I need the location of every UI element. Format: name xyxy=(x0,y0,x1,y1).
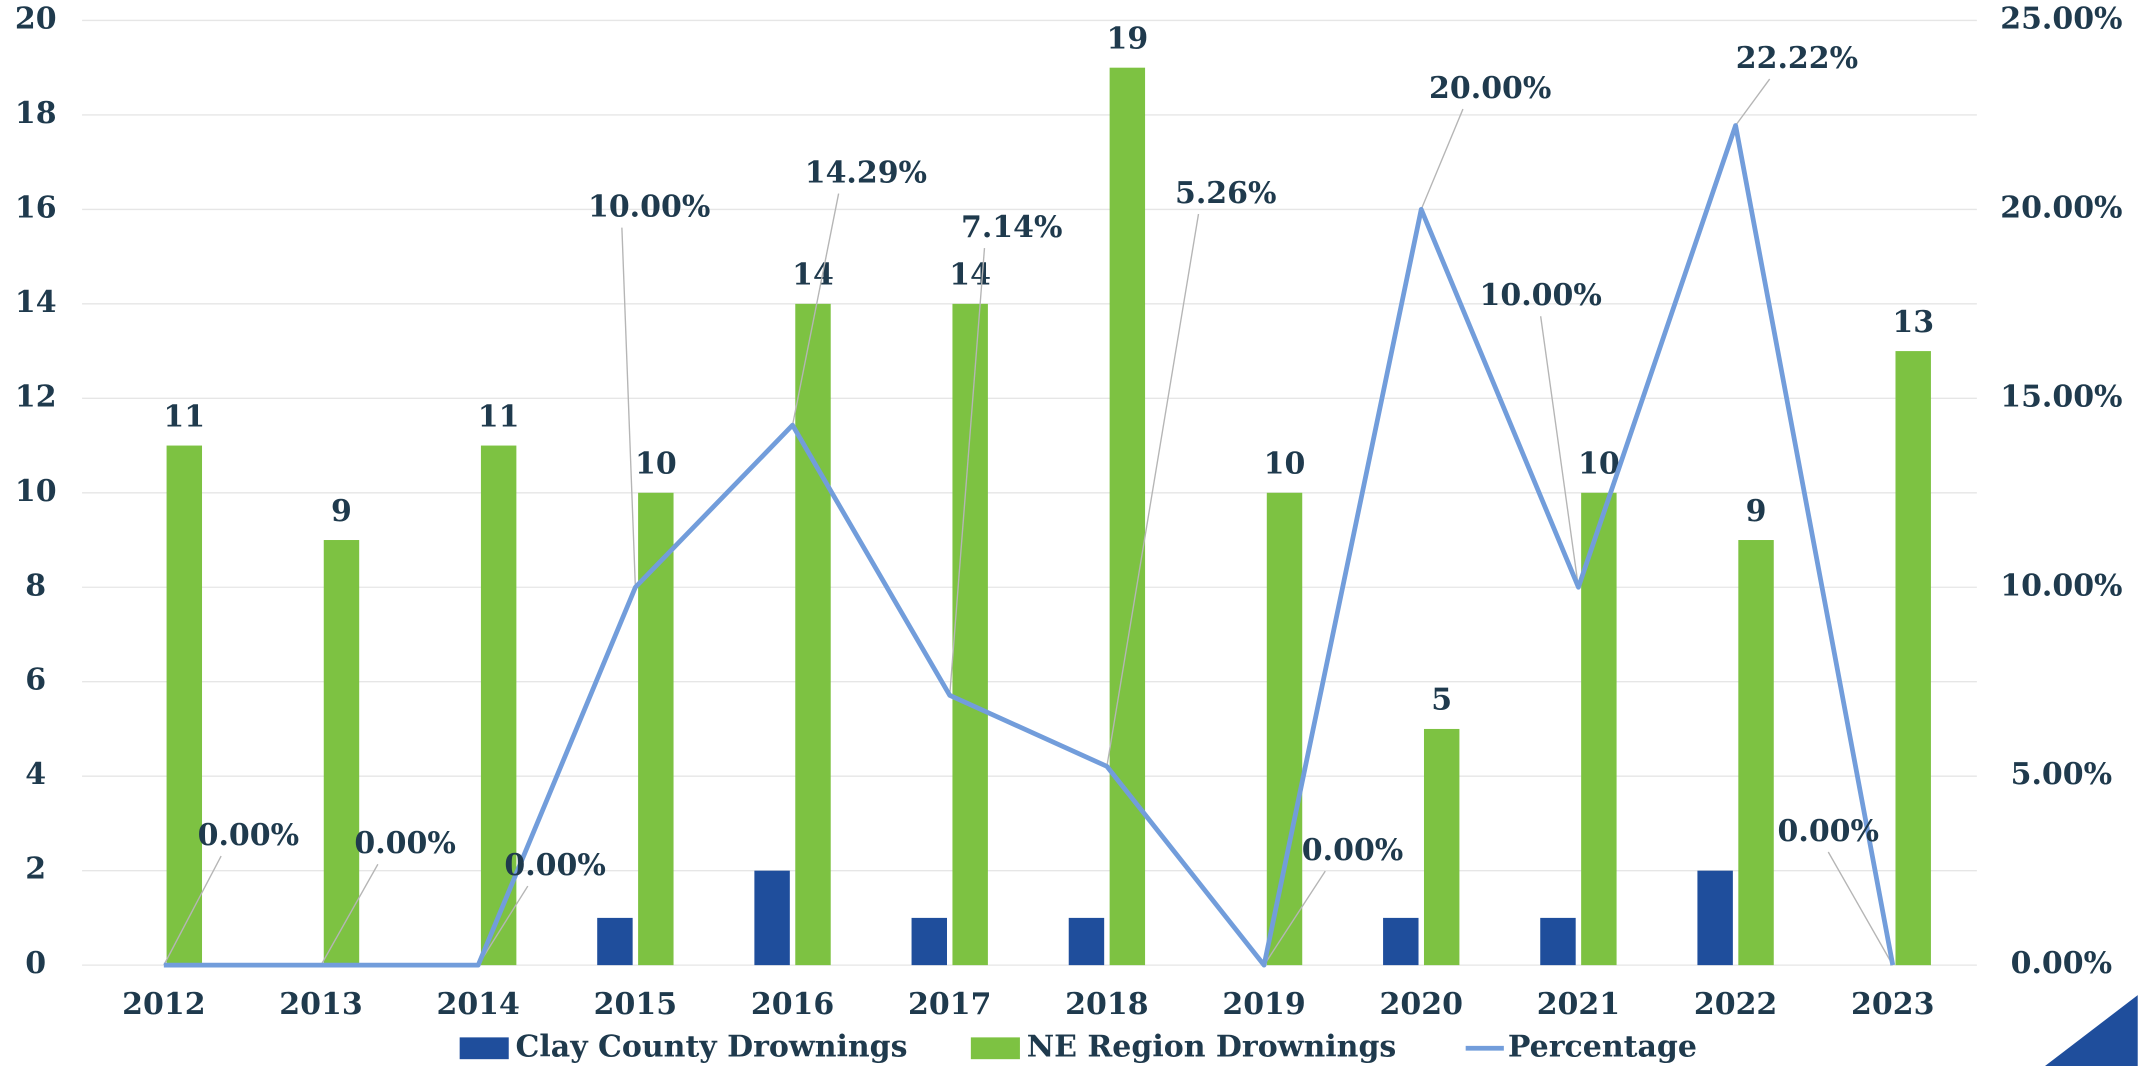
x-tick-label: 2012 xyxy=(122,987,205,1022)
bar xyxy=(597,917,633,966)
bar xyxy=(754,870,790,966)
x-tick-label: 2023 xyxy=(1851,987,1934,1022)
leader-line xyxy=(1263,870,1326,966)
bar xyxy=(1540,917,1576,966)
y-tick-label: 4 xyxy=(25,757,46,792)
x-tick-label: 2022 xyxy=(1694,987,1777,1022)
y2-tick-label: 20.00% xyxy=(2000,190,2122,225)
bar xyxy=(911,917,947,966)
y-tick-label: 6 xyxy=(25,663,46,698)
leader-line xyxy=(1827,851,1894,966)
bar xyxy=(1109,67,1146,966)
line xyxy=(163,123,1896,968)
y2-tick-label: 0.00% xyxy=(2011,946,2112,981)
bar xyxy=(1581,492,1617,966)
bar-value-label: 5 xyxy=(1431,683,1452,718)
x-tick-label: 2015 xyxy=(594,987,677,1022)
bar-value-label: 10 xyxy=(635,447,677,482)
line-value-label: 22.22% xyxy=(1736,41,1858,76)
y-tick-label: 0 xyxy=(25,946,46,981)
x-tick-label: 2014 xyxy=(436,987,519,1022)
line-value-label: 5.26% xyxy=(1175,176,1276,211)
leader-line xyxy=(163,855,222,966)
leader-line xyxy=(1106,213,1200,767)
x-tick-label: 2018 xyxy=(1065,987,1148,1022)
y-tick-label: 2 xyxy=(25,852,46,887)
corner-decoration xyxy=(2045,995,2138,1066)
line-value-label: 0.00% xyxy=(1778,814,1879,849)
y-tick-label: 10 xyxy=(15,474,57,509)
bar xyxy=(480,445,517,966)
bar-value-label: 11 xyxy=(478,399,520,434)
bar xyxy=(1697,870,1733,966)
line-value-label: 0.00% xyxy=(504,848,605,883)
line-value-label: 10.00% xyxy=(588,190,710,225)
bar xyxy=(1383,917,1419,966)
line-value-label: 0.00% xyxy=(354,826,455,861)
legend-label: Clay County Drownings xyxy=(516,1029,908,1064)
bar xyxy=(1895,351,1931,966)
x-tick-label: 2019 xyxy=(1222,987,1305,1022)
bar-value-label: 13 xyxy=(1892,305,1934,340)
legend-label: Percentage xyxy=(1508,1029,1697,1064)
bar xyxy=(795,303,831,966)
bar xyxy=(1266,492,1303,966)
line-value-label: 7.14% xyxy=(961,210,1062,245)
bar-value-label: 10 xyxy=(1264,447,1306,482)
bar-value-label: 10 xyxy=(1578,447,1620,482)
bar xyxy=(952,303,988,966)
bar xyxy=(1738,540,1774,966)
bar xyxy=(323,540,360,966)
legend-swatch xyxy=(459,1037,509,1060)
leader-line xyxy=(1420,108,1464,210)
x-tick-label: 2016 xyxy=(751,987,834,1022)
bar-value-label: 11 xyxy=(163,399,205,434)
x-tick-label: 2017 xyxy=(908,987,991,1022)
y-tick-label: 14 xyxy=(15,285,57,320)
leader-line xyxy=(477,885,529,966)
leader-line xyxy=(320,863,379,966)
bar-value-label: 14 xyxy=(792,258,834,293)
legend-label: NE Region Drownings xyxy=(1027,1029,1397,1064)
y-tick-label: 12 xyxy=(15,379,57,414)
y-tick-label: 16 xyxy=(15,190,57,225)
y2-tick-label: 25.00% xyxy=(2000,1,2122,36)
bar xyxy=(1423,728,1460,966)
line-value-label: 10.00% xyxy=(1479,278,1601,313)
y-tick-label: 8 xyxy=(25,568,46,603)
y2-tick-label: 5.00% xyxy=(2011,757,2112,792)
bar xyxy=(1068,917,1105,966)
y-tick-label: 18 xyxy=(15,96,57,131)
x-tick-label: 2020 xyxy=(1380,987,1463,1022)
line-value-label: 0.00% xyxy=(198,818,299,853)
bar-value-label: 14 xyxy=(949,258,991,293)
line-value-label: 0.00% xyxy=(1302,833,1403,868)
x-tick-label: 2013 xyxy=(279,987,362,1022)
legend-swatch xyxy=(970,1037,1020,1060)
bar-value-label: 9 xyxy=(331,494,352,529)
line-value-label: 14.29% xyxy=(805,155,927,190)
line-value-label: 20.00% xyxy=(1429,71,1551,106)
leader-line xyxy=(791,193,840,426)
leader-line xyxy=(621,227,637,588)
bar-value-label: 19 xyxy=(1106,21,1148,56)
leader-line xyxy=(1735,78,1771,126)
x-tick-label: 2021 xyxy=(1537,987,1620,1022)
y2-tick-label: 15.00% xyxy=(2000,379,2122,414)
bar xyxy=(166,445,203,966)
bar-value-label: 9 xyxy=(1746,494,1767,529)
y-tick-label: 20 xyxy=(15,1,57,36)
leader-line xyxy=(949,248,986,696)
bar xyxy=(638,492,674,966)
leader-line xyxy=(1539,316,1580,588)
y2-tick-label: 10.00% xyxy=(2000,568,2122,603)
